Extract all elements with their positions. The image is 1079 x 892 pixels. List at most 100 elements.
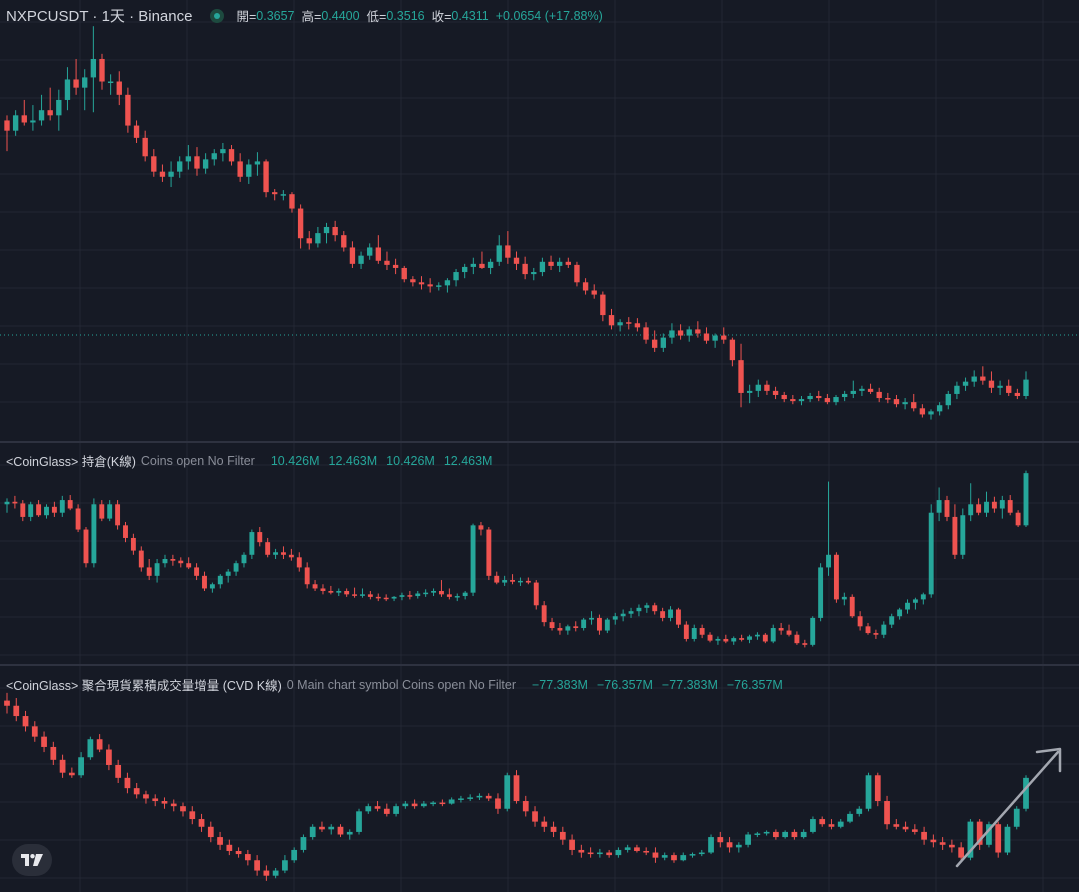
candle[interactable]	[133, 783, 140, 799]
candle[interactable]	[856, 806, 863, 817]
candle[interactable]	[391, 596, 397, 602]
candle[interactable]	[78, 752, 84, 778]
candle[interactable]	[168, 161, 174, 188]
candle[interactable]	[367, 243, 373, 260]
candle[interactable]	[458, 795, 464, 803]
candle[interactable]	[510, 574, 515, 585]
candle[interactable]	[651, 330, 658, 352]
candle[interactable]	[550, 821, 557, 838]
candle[interactable]	[600, 291, 606, 322]
candle[interactable]	[162, 554, 168, 568]
candle[interactable]	[211, 149, 217, 166]
candle[interactable]	[739, 634, 745, 642]
candle[interactable]	[320, 584, 326, 595]
candle[interactable]	[565, 624, 571, 635]
candle[interactable]	[453, 268, 459, 287]
candle[interactable]	[289, 192, 295, 213]
candle[interactable]	[341, 231, 347, 252]
candle[interactable]	[67, 495, 73, 511]
candle[interactable]	[541, 816, 548, 832]
candle[interactable]	[849, 594, 855, 618]
candle[interactable]	[874, 772, 881, 807]
candle[interactable]	[309, 824, 316, 840]
candle[interactable]	[189, 806, 196, 825]
candle[interactable]	[991, 496, 997, 513]
candle[interactable]	[115, 759, 122, 783]
candle[interactable]	[652, 602, 658, 615]
candle[interactable]	[833, 552, 839, 603]
candle[interactable]	[75, 504, 81, 533]
candle[interactable]	[115, 500, 121, 530]
candle[interactable]	[106, 744, 112, 771]
candle[interactable]	[548, 255, 554, 270]
candle[interactable]	[587, 847, 594, 858]
candle[interactable]	[186, 557, 192, 570]
candle[interactable]	[683, 621, 689, 642]
candle[interactable]	[430, 801, 436, 807]
candle[interactable]	[291, 847, 298, 863]
candle[interactable]	[954, 381, 960, 400]
candle[interactable]	[791, 829, 798, 840]
candle[interactable]	[383, 594, 389, 602]
candle[interactable]	[919, 404, 926, 418]
candle[interactable]	[818, 563, 824, 622]
candle[interactable]	[123, 521, 128, 543]
candle[interactable]	[754, 831, 761, 838]
candle[interactable]	[557, 622, 563, 635]
candle[interactable]	[608, 308, 615, 330]
candle[interactable]	[462, 590, 468, 600]
candle[interactable]	[695, 321, 701, 338]
candle[interactable]	[337, 824, 344, 838]
candle[interactable]	[20, 500, 26, 522]
candle[interactable]	[634, 318, 641, 332]
candle[interactable]	[634, 844, 640, 853]
candle[interactable]	[47, 87, 53, 121]
candle[interactable]	[28, 501, 34, 522]
candle[interactable]	[661, 852, 668, 861]
candle[interactable]	[997, 380, 1003, 395]
candle[interactable]	[773, 829, 779, 840]
candle[interactable]	[96, 734, 103, 753]
candle[interactable]	[411, 799, 418, 809]
candle[interactable]	[332, 220, 338, 242]
candle[interactable]	[328, 824, 335, 835]
candle[interactable]	[130, 533, 136, 555]
candle[interactable]	[569, 834, 575, 856]
candle[interactable]	[1006, 379, 1012, 396]
candle[interactable]	[30, 105, 36, 131]
candle[interactable]	[41, 731, 47, 753]
candle[interactable]	[146, 559, 152, 581]
candle[interactable]	[841, 592, 847, 606]
candle[interactable]	[91, 498, 97, 568]
candle[interactable]	[738, 343, 744, 408]
candle[interactable]	[589, 611, 594, 625]
candle[interactable]	[87, 736, 94, 760]
candle[interactable]	[762, 633, 768, 644]
candle[interactable]	[699, 624, 705, 639]
candle[interactable]	[689, 852, 696, 858]
candle[interactable]	[82, 69, 88, 111]
candle[interactable]	[125, 87, 131, 133]
symbol-title[interactable]: NXPCUSDT · 1天 · Binance	[6, 8, 193, 25]
candle[interactable]	[401, 265, 407, 283]
candle[interactable]	[486, 527, 492, 581]
candle[interactable]	[578, 844, 585, 858]
candle[interactable]	[660, 333, 666, 352]
candle[interactable]	[781, 391, 787, 403]
candle[interactable]	[525, 577, 531, 585]
candle[interactable]	[312, 580, 318, 591]
candle[interactable]	[841, 390, 848, 402]
candle[interactable]	[1007, 495, 1013, 516]
candle[interactable]	[485, 793, 492, 802]
candle[interactable]	[885, 392, 891, 404]
candle[interactable]	[628, 607, 634, 618]
candle[interactable]	[533, 580, 539, 610]
candle[interactable]	[958, 842, 965, 861]
candle[interactable]	[986, 821, 992, 848]
candle[interactable]	[296, 552, 302, 572]
candle[interactable]	[668, 606, 673, 622]
candle[interactable]	[660, 607, 666, 622]
candle[interactable]	[921, 826, 927, 845]
candle[interactable]	[399, 592, 405, 601]
candle[interactable]	[375, 593, 381, 602]
